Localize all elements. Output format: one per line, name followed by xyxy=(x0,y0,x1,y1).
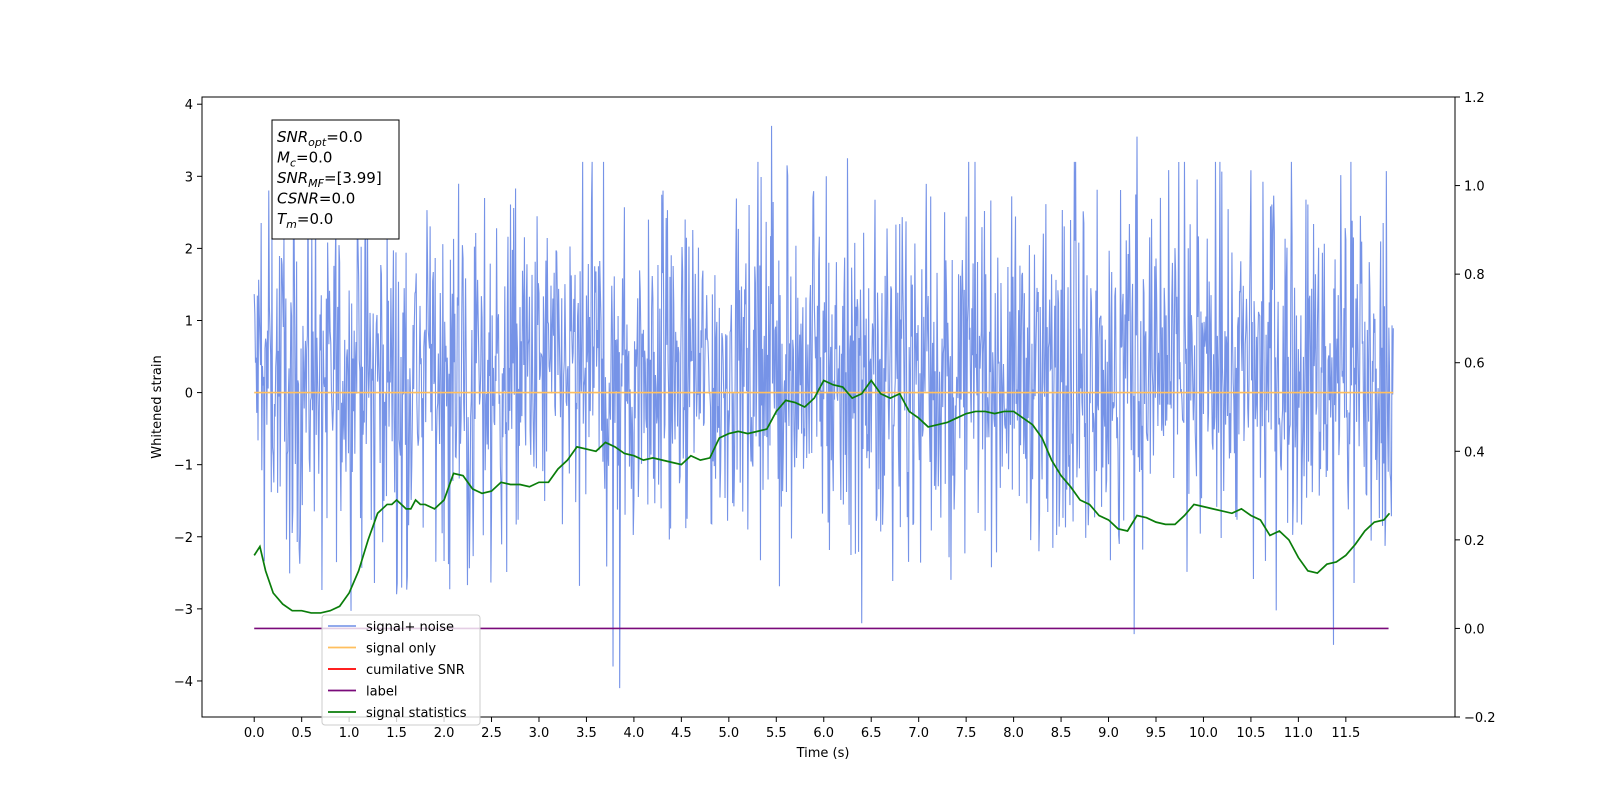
x-tick-label: 7.0 xyxy=(908,726,929,741)
x-tick-label: 0.0 xyxy=(244,726,265,741)
x-tick-label: 8.0 xyxy=(1003,726,1024,741)
x-tick-label: 2.5 xyxy=(481,726,502,741)
y-left-tick-label: 4 xyxy=(185,98,193,113)
x-tick-label: 1.0 xyxy=(339,726,360,741)
x-tick-label: 2.0 xyxy=(434,726,455,741)
x-tick-label: 11.5 xyxy=(1331,726,1360,741)
legend-label: signal statistics xyxy=(366,706,467,721)
x-tick-label: 9.0 xyxy=(1098,726,1119,741)
info-line: Mc=0.0 xyxy=(277,149,332,170)
y-right-tick-label: 0.4 xyxy=(1464,445,1485,460)
legend-frame xyxy=(321,614,481,726)
x-tick-label: 10.5 xyxy=(1236,726,1265,741)
y-right-tick-label: 0.6 xyxy=(1464,357,1485,372)
x-tick-label: 3.0 xyxy=(529,726,550,741)
info-box-frame xyxy=(271,119,400,240)
x-tick-label: 4.0 xyxy=(624,726,645,741)
x-tick-label: 1.5 xyxy=(386,726,407,741)
legend-label: cumilative SNR xyxy=(366,663,465,678)
info-line: Tm=0.0 xyxy=(277,210,333,231)
y-right-tick-label: 0.8 xyxy=(1464,268,1485,283)
y-right-tick-label: 1.2 xyxy=(1464,91,1485,106)
y-left-tick-label: 1 xyxy=(185,314,193,329)
y-left-tick-label: 3 xyxy=(185,170,193,185)
info-line: SNRopt=0.0 xyxy=(277,128,363,149)
series-signal-statistics-line xyxy=(253,378,1391,614)
x-tick-label: 6.5 xyxy=(861,726,882,741)
x-tick-label: 0.5 xyxy=(291,726,312,741)
legend-items: signal+ noise signal only cumilative SNR la… xyxy=(328,620,467,721)
x-tick-label: 7.5 xyxy=(956,726,977,741)
y-right-tick-label: 1.0 xyxy=(1464,180,1485,195)
legend-label: signal only xyxy=(366,642,436,657)
x-tick-label: 10.0 xyxy=(1189,726,1218,741)
x-tick-label: 3.5 xyxy=(576,726,597,741)
y-left-tick-label: −2 xyxy=(174,531,193,546)
legend-label: label xyxy=(366,685,397,700)
x-tick-label: 5.5 xyxy=(766,726,787,741)
x-tick-label: 4.5 xyxy=(671,726,692,741)
y-left-tick-label: −3 xyxy=(174,603,193,618)
x-tick-label: 6.0 xyxy=(813,726,834,741)
info-line: SNRMF=[3.99] xyxy=(277,169,382,190)
y-right-tick-label: 0.2 xyxy=(1464,534,1485,549)
y-left-tick-label: −1 xyxy=(174,459,193,474)
y-right-tick-label: 0.0 xyxy=(1464,622,1485,637)
info-line: CSNR=0.0 xyxy=(277,190,355,208)
y-left-tick-label: 0 xyxy=(185,387,193,402)
y-left-tick-label: −4 xyxy=(174,675,193,690)
x-tick-label: 8.5 xyxy=(1051,726,1072,741)
x-axis-label: Time (s) xyxy=(796,746,850,761)
x-tick-label: 11.0 xyxy=(1284,726,1313,741)
x-tick-label: 5.0 xyxy=(718,726,739,741)
legend: signal+ noise signal only cumilative SNR la… xyxy=(321,614,481,726)
series-signal-noise-line xyxy=(253,125,1394,689)
y-right-tick-label: −0.2 xyxy=(1464,711,1496,726)
x-tick-label: 9.5 xyxy=(1146,726,1167,741)
y-axis-right: −0.2 0.0 0.2 0.4 0.6 0.8 1.0 1.2 xyxy=(1455,91,1496,726)
y-left-tick-label: 2 xyxy=(185,242,193,257)
x-axis: 0.0 0.5 1.0 1.5 2.0 2.5 3.0 3.5 4.0 4.5 5.0 5.5 6.0 6… xyxy=(244,717,1360,741)
plot-frame xyxy=(201,96,1456,718)
y-axis-label: Whitened strain xyxy=(150,355,165,458)
legend-label: signal+ noise xyxy=(366,620,454,635)
y-axis-left: −4 −3 −2 −1 0 1 2 3 4 xyxy=(174,98,202,690)
